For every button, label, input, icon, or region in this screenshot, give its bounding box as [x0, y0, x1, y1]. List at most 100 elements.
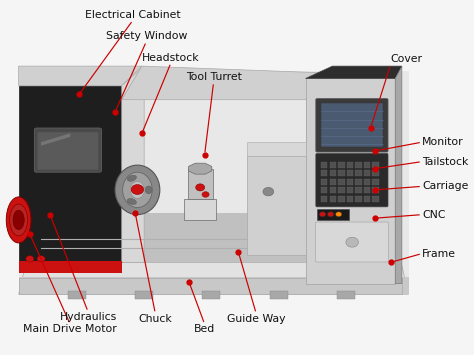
- Bar: [321, 179, 328, 185]
- Polygon shape: [395, 66, 402, 284]
- Text: Main Drive Motor: Main Drive Motor: [23, 324, 117, 334]
- Bar: [202, 291, 220, 300]
- Ellipse shape: [123, 172, 152, 208]
- Circle shape: [328, 212, 334, 217]
- Bar: [356, 187, 362, 193]
- Polygon shape: [41, 133, 70, 146]
- Bar: [321, 103, 383, 147]
- Bar: [364, 170, 370, 176]
- Bar: [135, 291, 153, 300]
- Bar: [364, 187, 370, 193]
- Bar: [68, 291, 86, 300]
- Circle shape: [37, 256, 45, 262]
- Bar: [372, 170, 379, 176]
- Bar: [18, 261, 122, 273]
- Bar: [330, 162, 336, 168]
- Bar: [338, 187, 345, 193]
- Polygon shape: [122, 100, 306, 262]
- Ellipse shape: [130, 181, 145, 198]
- Ellipse shape: [127, 198, 137, 204]
- Bar: [330, 196, 336, 202]
- Ellipse shape: [115, 165, 160, 215]
- Polygon shape: [18, 277, 409, 294]
- Text: Frame: Frame: [422, 248, 456, 258]
- FancyBboxPatch shape: [37, 132, 99, 170]
- Bar: [356, 179, 362, 185]
- Text: Cover: Cover: [391, 54, 423, 64]
- Polygon shape: [189, 163, 212, 174]
- Bar: [337, 291, 355, 300]
- Circle shape: [131, 185, 144, 195]
- Circle shape: [263, 187, 273, 196]
- Bar: [364, 179, 370, 185]
- FancyBboxPatch shape: [315, 222, 389, 262]
- Bar: [372, 187, 379, 193]
- Text: Chuck: Chuck: [138, 313, 172, 324]
- Circle shape: [336, 212, 342, 217]
- Bar: [347, 196, 353, 202]
- Bar: [330, 170, 336, 176]
- Circle shape: [346, 237, 358, 247]
- Bar: [330, 179, 336, 185]
- Bar: [364, 162, 370, 168]
- Ellipse shape: [6, 197, 31, 243]
- Text: Safety Window: Safety Window: [106, 31, 187, 42]
- Circle shape: [202, 192, 209, 197]
- Polygon shape: [18, 278, 402, 294]
- Bar: [184, 199, 216, 220]
- Bar: [372, 196, 379, 202]
- Bar: [270, 291, 288, 300]
- Bar: [188, 169, 213, 199]
- Bar: [330, 187, 336, 193]
- Circle shape: [196, 184, 205, 191]
- Polygon shape: [18, 86, 122, 262]
- Text: Electrical Cabinet: Electrical Cabinet: [85, 10, 181, 20]
- Polygon shape: [18, 71, 409, 294]
- Bar: [356, 170, 362, 176]
- Bar: [321, 170, 328, 176]
- Polygon shape: [247, 156, 306, 255]
- Polygon shape: [144, 100, 306, 213]
- Polygon shape: [122, 66, 332, 100]
- Text: Carriage: Carriage: [422, 181, 468, 191]
- Bar: [338, 179, 345, 185]
- Text: Monitor: Monitor: [422, 137, 464, 147]
- Polygon shape: [18, 66, 142, 86]
- Polygon shape: [306, 66, 402, 78]
- Text: Bed: Bed: [194, 324, 215, 334]
- Bar: [321, 162, 328, 168]
- FancyBboxPatch shape: [316, 153, 388, 207]
- Polygon shape: [247, 142, 306, 156]
- Ellipse shape: [127, 175, 137, 181]
- FancyBboxPatch shape: [316, 99, 388, 152]
- Bar: [338, 162, 345, 168]
- Text: CNC: CNC: [422, 210, 446, 220]
- Text: Hydraulics: Hydraulics: [59, 312, 117, 322]
- Bar: [372, 179, 379, 185]
- Ellipse shape: [9, 204, 27, 236]
- Text: Tailstock: Tailstock: [422, 157, 468, 166]
- Circle shape: [319, 212, 326, 217]
- Ellipse shape: [13, 210, 24, 230]
- Bar: [321, 196, 328, 202]
- Polygon shape: [18, 237, 409, 294]
- Text: Headstock: Headstock: [142, 53, 200, 62]
- Bar: [338, 170, 345, 176]
- Bar: [356, 196, 362, 202]
- Bar: [347, 162, 353, 168]
- Bar: [321, 187, 328, 193]
- Bar: [372, 162, 379, 168]
- Polygon shape: [122, 213, 306, 262]
- Bar: [347, 179, 353, 185]
- Bar: [356, 162, 362, 168]
- Bar: [347, 187, 353, 193]
- Bar: [364, 196, 370, 202]
- Polygon shape: [306, 78, 395, 284]
- FancyBboxPatch shape: [34, 128, 101, 172]
- Bar: [338, 196, 345, 202]
- Circle shape: [26, 256, 34, 262]
- Ellipse shape: [145, 186, 152, 194]
- Polygon shape: [122, 66, 144, 262]
- Bar: [317, 209, 348, 220]
- Bar: [347, 170, 353, 176]
